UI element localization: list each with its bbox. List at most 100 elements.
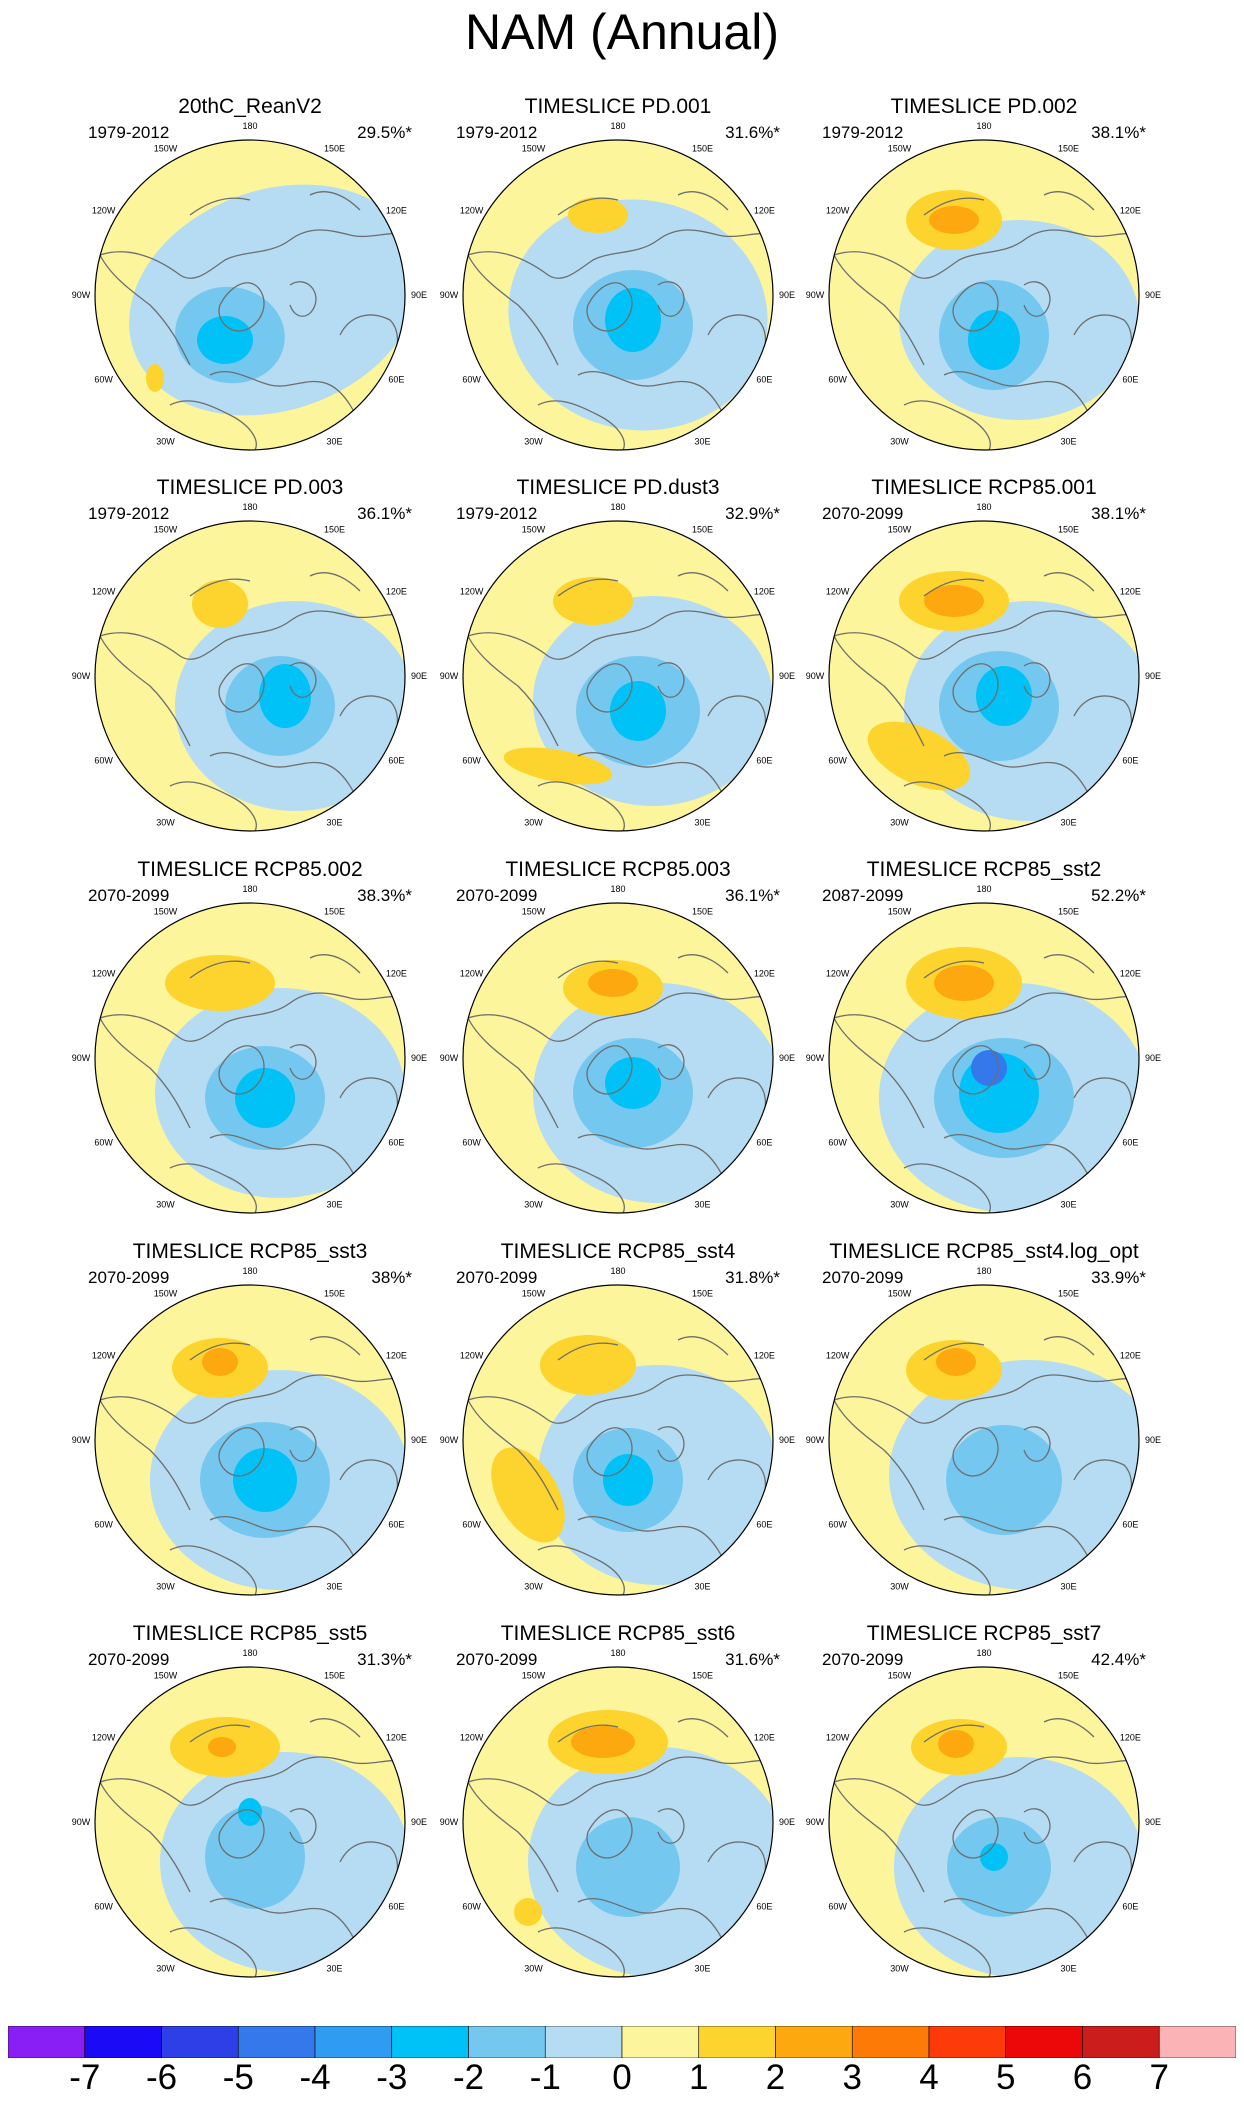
longitude-label: 90W: [72, 1817, 91, 1827]
longitude-label: 30E: [326, 1581, 342, 1591]
longitude-label: 60E: [1122, 1520, 1138, 1530]
colorbar-label: -5: [222, 2058, 254, 2097]
panel-variance-percent: 38.1%*: [1091, 123, 1146, 142]
anomaly-contour: [605, 1057, 661, 1109]
anomaly-contour: [202, 1348, 238, 1376]
panel-title: TIMESLICE RCP85.001: [871, 476, 1097, 499]
panel-title: 20thC_ReanV2: [178, 95, 322, 118]
longitude-label: 60E: [388, 375, 404, 385]
anomaly-contour: [540, 1335, 636, 1395]
anomaly-contour: [603, 1454, 653, 1506]
longitude-label: 180: [242, 1648, 257, 1658]
longitude-label: 60E: [756, 1902, 772, 1912]
longitude-label: 180: [610, 1266, 625, 1276]
longitude-label: 30W: [890, 1581, 909, 1591]
colorbar-label: -7: [69, 2058, 101, 2097]
anomaly-contour: [924, 585, 984, 617]
coastlines: [467, 954, 773, 1213]
longitude-label: 60W: [94, 756, 113, 766]
map-boundary: [828, 902, 1140, 1214]
longitude-label: 90W: [72, 1435, 91, 1445]
longitude-label: 90E: [1145, 671, 1161, 681]
longitude-label: 30E: [1060, 1581, 1076, 1591]
anomaly-contour: [235, 1068, 295, 1128]
polar-map: 180150E120E90E60E30E030W60W90W120W150W: [72, 884, 427, 1214]
map-panel: TIMESLICE PD.dust3180150E120E90E60E30E03…: [418, 476, 818, 836]
longitude-label: 120W: [92, 206, 116, 216]
anomaly-contour: [938, 1730, 974, 1758]
longitude-label: 150E: [692, 907, 713, 917]
longitude-label: 120E: [1120, 1733, 1141, 1743]
longitude-label: 90E: [1145, 1817, 1161, 1827]
panel-period: 1979-2012: [88, 123, 170, 142]
panel-variance-percent: 52.2%*: [1091, 886, 1146, 905]
anomaly-contour: [208, 1737, 236, 1757]
longitude-label: 60E: [388, 1138, 404, 1148]
anomaly-contour: [968, 310, 1020, 370]
longitude-label: 60W: [828, 1902, 847, 1912]
panel-variance-percent: 36.1%*: [725, 886, 780, 905]
longitude-label: 30W: [890, 436, 909, 446]
longitude-label: 150W: [888, 907, 912, 917]
longitude-label: 150W: [522, 907, 546, 917]
panel-variance-percent: 36.1%*: [357, 504, 412, 523]
map-panel: TIMESLICE PD.001180150E120E90E60E30E030W…: [418, 95, 818, 455]
panel-variance-percent: 33.9%*: [1091, 1268, 1146, 1287]
longitude-label: 120W: [826, 969, 850, 979]
longitude-label: 120W: [826, 1733, 850, 1743]
longitude-label: 150W: [154, 525, 178, 535]
longitude-label: 90E: [779, 1053, 795, 1063]
longitude-label: 180: [976, 1266, 991, 1276]
longitude-label: 90W: [440, 1817, 459, 1827]
panel-title: TIMESLICE RCP85_sst5: [132, 1622, 368, 1645]
colorbar: [8, 2026, 1236, 2058]
longitude-label: 180: [242, 502, 257, 512]
anomaly-contour: [946, 1425, 1062, 1535]
polar-map: 180150E120E90E60E30E030W60W90W120W150W: [806, 1266, 1161, 1596]
panel-variance-percent: 29.5%*: [357, 123, 412, 142]
longitude-label: 180: [610, 502, 625, 512]
longitude-label: 90W: [440, 671, 459, 681]
panel-period: 2087-2099: [822, 886, 904, 905]
map-boundary: [828, 1284, 1140, 1596]
longitude-label: 90W: [72, 671, 91, 681]
longitude-label: 120W: [92, 969, 116, 979]
longitude-label: 150W: [888, 525, 912, 535]
longitude-label: 30W: [156, 1963, 175, 1973]
longitude-label: 150E: [324, 1289, 345, 1299]
longitude-label: 120E: [754, 1733, 775, 1743]
map-panel: TIMESLICE RCP85_sst5 180 150E 120E 90E 60E 30E…: [50, 1622, 450, 1982]
longitude-label: 60W: [828, 756, 847, 766]
map-boundary: [462, 902, 774, 1214]
panel-period: 2070-2099: [456, 886, 538, 905]
polar-map: 180150E120E90E60E30E030W60W90W120W150W: [72, 1266, 427, 1596]
longitude-label: 60W: [94, 375, 113, 385]
longitude-label: 60E: [1122, 375, 1138, 385]
polar-map: 180150E120E90E60E30E030W60W90W120W150W: [440, 1648, 795, 1978]
panel-title: TIMESLICE RCP85_sst6: [500, 1622, 736, 1645]
colorbar-swatch: [698, 2026, 776, 2058]
longitude-label: 120W: [460, 206, 484, 216]
map-panel: TIMESLICE RCP85.002180150E120E90E60E30E0…: [50, 858, 450, 1218]
panel-title: TIMESLICE RCP85_sst7: [866, 1622, 1102, 1645]
map-boundary: [94, 902, 406, 1214]
longitude-label: 120E: [386, 1733, 407, 1743]
longitude-label: 120E: [386, 206, 407, 216]
panel-period: 2070-2099: [822, 1268, 904, 1287]
longitude-label: 30E: [694, 1581, 710, 1591]
panel-title: TIMESLICE RCP85_sst3: [132, 1240, 368, 1263]
panel-period: 1979-2012: [456, 123, 538, 142]
longitude-label: 120E: [386, 969, 407, 979]
longitude-label: 90E: [1145, 1053, 1161, 1063]
longitude-label: 150W: [522, 525, 546, 535]
longitude-label: 180: [610, 884, 625, 894]
anomaly-contour: [929, 206, 979, 234]
longitude-label: 30E: [1060, 1963, 1076, 1973]
colorbar-label: 1: [689, 2058, 709, 2097]
longitude-label: 150E: [324, 907, 345, 917]
colorbar-swatch: [8, 2026, 86, 2058]
longitude-label: 90E: [779, 1435, 795, 1445]
map-panel: TIMESLICE RCP85_sst6 180 150E 120E 90E 60E 30E…: [418, 1622, 818, 1982]
colorbar-label: 5: [996, 2058, 1016, 2097]
panel-title: TIMESLICE RCP85.003: [505, 858, 731, 881]
